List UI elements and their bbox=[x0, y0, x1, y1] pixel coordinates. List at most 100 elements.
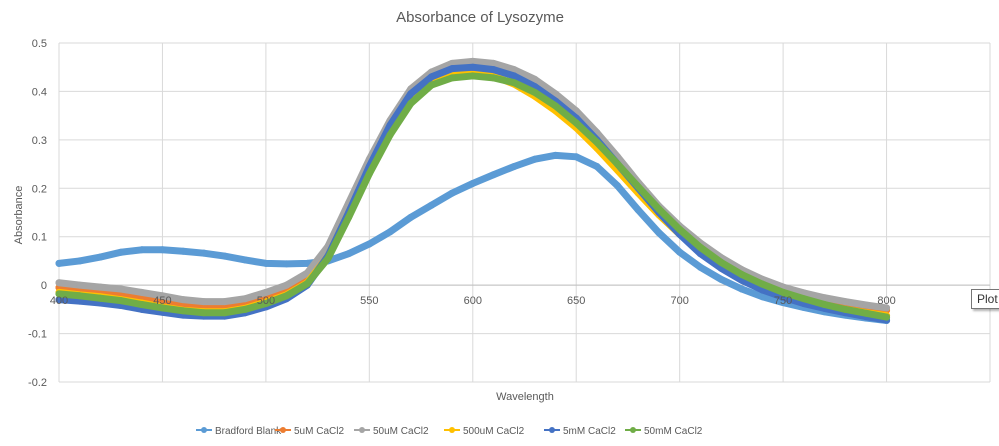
legend-marker bbox=[630, 427, 636, 433]
data-point bbox=[510, 72, 518, 80]
data-point bbox=[158, 246, 166, 254]
data-point bbox=[676, 225, 684, 233]
x-tick-label: 500 bbox=[257, 295, 275, 307]
data-point bbox=[262, 259, 270, 267]
data-point bbox=[696, 263, 704, 271]
data-point bbox=[76, 257, 84, 265]
legend-marker bbox=[359, 427, 365, 433]
data-point bbox=[696, 243, 704, 251]
data-point bbox=[510, 79, 518, 87]
x-tick-label: 550 bbox=[360, 295, 378, 307]
data-point bbox=[717, 275, 725, 283]
data-point bbox=[76, 281, 84, 289]
data-point bbox=[386, 228, 394, 236]
x-tick-label: 450 bbox=[153, 295, 171, 307]
data-point bbox=[779, 288, 787, 296]
data-point bbox=[552, 102, 560, 110]
data-point bbox=[283, 260, 291, 268]
x-tick-label: 800 bbox=[877, 295, 895, 307]
data-point bbox=[614, 182, 622, 190]
data-point bbox=[117, 248, 125, 256]
data-point bbox=[55, 290, 63, 298]
data-point bbox=[489, 59, 497, 67]
data-point bbox=[283, 292, 291, 300]
legend-marker bbox=[201, 427, 207, 433]
data-point bbox=[158, 304, 166, 312]
data-point bbox=[489, 74, 497, 82]
data-point bbox=[572, 119, 580, 127]
gridlines bbox=[58, 42, 991, 383]
data-point bbox=[531, 88, 539, 96]
legend-item: 500uM CaCl2 bbox=[444, 426, 525, 437]
data-point bbox=[365, 170, 373, 178]
legend-label: 5uM CaCl2 bbox=[294, 426, 344, 437]
data-point bbox=[634, 183, 642, 191]
data-point bbox=[531, 75, 539, 83]
data-point bbox=[324, 255, 332, 263]
legend-item: Bradford Blank bbox=[196, 426, 282, 437]
data-point bbox=[469, 72, 477, 80]
data-point bbox=[676, 248, 684, 256]
data-point bbox=[96, 253, 104, 261]
data-point bbox=[138, 288, 146, 296]
data-point bbox=[469, 57, 477, 65]
data-point bbox=[758, 280, 766, 288]
data-point bbox=[469, 63, 477, 71]
data-point bbox=[510, 66, 518, 74]
legend-item: 50uM CaCl2 bbox=[354, 426, 429, 437]
data-point bbox=[531, 155, 539, 163]
data-point bbox=[634, 206, 642, 214]
data-point bbox=[138, 301, 146, 309]
data-point bbox=[179, 296, 187, 304]
y-tick-label: 0.1 bbox=[32, 232, 47, 244]
data-point bbox=[427, 201, 435, 209]
data-point bbox=[469, 179, 477, 187]
data-point bbox=[386, 131, 394, 139]
data-point bbox=[241, 305, 249, 313]
data-point bbox=[262, 288, 270, 296]
data-point bbox=[738, 270, 746, 278]
data-point bbox=[345, 213, 353, 221]
legend-item: 5mM CaCl2 bbox=[544, 426, 616, 437]
legend-marker bbox=[449, 427, 455, 433]
legend-marker bbox=[280, 427, 286, 433]
y-tick-label: -0.1 bbox=[28, 329, 47, 341]
data-point bbox=[655, 205, 663, 213]
data-point bbox=[96, 283, 104, 291]
x-axis-label: Wavelength bbox=[496, 391, 554, 403]
data-point bbox=[117, 285, 125, 293]
y-tick-label: -0.2 bbox=[28, 377, 47, 389]
x-axis-ticks: 400 450 500 550 600 650 700 750 800 bbox=[50, 295, 896, 307]
data-point bbox=[76, 292, 84, 300]
data-point bbox=[55, 279, 63, 287]
legend-marker bbox=[549, 427, 555, 433]
legend: Bradford Blank 5uM CaCl2 50uM CaCl2 500uM C… bbox=[196, 426, 703, 437]
data-point bbox=[179, 307, 187, 315]
legend-label: 500uM CaCl2 bbox=[463, 426, 525, 437]
data-point bbox=[117, 297, 125, 305]
x-tick-label: 400 bbox=[50, 295, 68, 307]
data-point bbox=[407, 90, 415, 98]
data-point bbox=[345, 250, 353, 258]
data-point bbox=[138, 246, 146, 254]
legend-label: Bradford Blank bbox=[215, 426, 282, 437]
y-axis-label: Absorbance bbox=[13, 186, 25, 245]
data-point bbox=[593, 138, 601, 146]
series-50mm-cacl2 bbox=[55, 72, 891, 321]
chart-title: Absorbance of Lysozyme bbox=[396, 9, 564, 26]
data-point bbox=[572, 153, 580, 161]
legend-item: 50mM CaCl2 bbox=[625, 426, 703, 437]
x-tick-label: 750 bbox=[774, 295, 792, 307]
data-point bbox=[365, 240, 373, 248]
data-point bbox=[717, 258, 725, 266]
y-tick-label: 0.5 bbox=[32, 38, 47, 50]
data-point bbox=[758, 293, 766, 301]
legend-label: 50mM CaCl2 bbox=[644, 426, 703, 437]
data-point bbox=[96, 294, 104, 302]
data-point bbox=[158, 292, 166, 300]
data-point bbox=[283, 281, 291, 289]
data-point bbox=[614, 160, 622, 168]
data-point bbox=[593, 162, 601, 170]
